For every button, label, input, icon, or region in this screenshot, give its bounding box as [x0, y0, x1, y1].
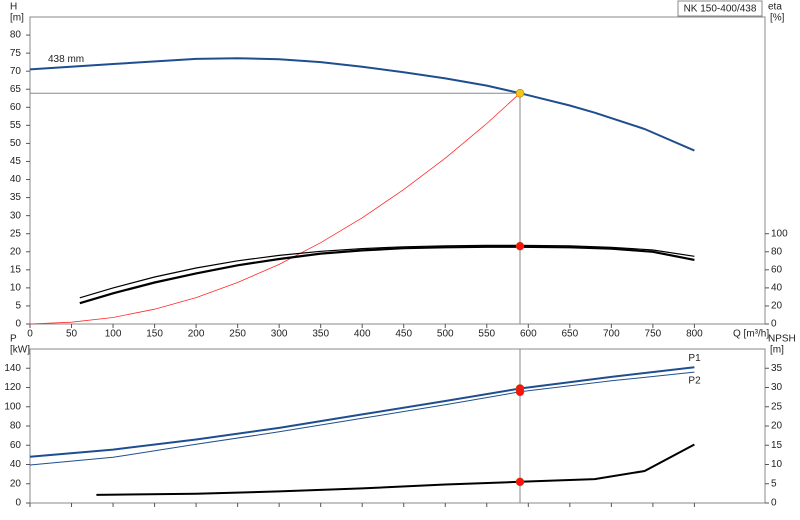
y2-tick-label: 10 — [771, 459, 783, 470]
y2-axis-unit: [m] — [770, 345, 784, 356]
operating-point — [515, 477, 525, 487]
y-tick-label: 20 — [10, 246, 22, 257]
x-tick-label: 100 — [105, 329, 122, 340]
y-tick-label: 50 — [10, 138, 22, 149]
y-axis-label: H — [10, 2, 17, 13]
x-tick-label: 400 — [354, 329, 371, 340]
x-tick-label: 150 — [146, 329, 163, 340]
x-tick-label: 350 — [312, 329, 329, 340]
curve — [96, 443, 695, 496]
y-tick-label: 5 — [15, 301, 21, 312]
y2-axis-label: eta — [768, 2, 782, 13]
y-tick-label: 75 — [10, 48, 22, 59]
x-tick-label: 750 — [645, 329, 662, 340]
plot-frame — [29, 16, 766, 325]
x-tick-label: 550 — [478, 329, 495, 340]
y-tick-label: 20 — [10, 478, 22, 489]
curve — [29, 366, 695, 458]
y-tick-label: 65 — [10, 84, 22, 95]
curve — [29, 92, 521, 325]
curve — [79, 245, 695, 305]
x-tick-label: 700 — [603, 329, 620, 340]
y-tick-label: 10 — [10, 283, 22, 294]
y2-tick-label: 20 — [771, 421, 783, 432]
y-tick-label: 60 — [10, 102, 22, 113]
curve — [29, 371, 695, 466]
x-tick-label: 250 — [229, 329, 246, 340]
y2-axis-unit: [%] — [770, 13, 785, 24]
y2-tick-label: 20 — [771, 301, 783, 312]
y-tick-label: 0 — [15, 319, 21, 330]
y-tick-label: 140 — [4, 363, 21, 374]
y-tick-label: 80 — [10, 421, 22, 432]
y-tick-label: 100 — [4, 401, 21, 412]
curve — [79, 244, 695, 299]
title-box — [677, 0, 763, 17]
y2-tick-label: 25 — [771, 401, 783, 412]
x-tick-label: 800 — [686, 329, 703, 340]
x-axis-label: Q [m³/h] — [733, 329, 769, 340]
y2-tick-label: 15 — [771, 440, 783, 451]
y2-tick-label: 5 — [771, 478, 777, 489]
y-tick-label: 80 — [10, 30, 22, 41]
y2-tick-label: 30 — [771, 382, 783, 393]
curve — [29, 57, 695, 152]
series-label: P1 — [688, 353, 701, 364]
y2-tick-label: 40 — [771, 283, 783, 294]
y-tick-label: 25 — [10, 228, 22, 239]
x-tick-label: 200 — [188, 329, 205, 340]
y-tick-label: 30 — [10, 210, 22, 221]
y2-tick-label: 60 — [771, 264, 783, 275]
series-label: 438 mm — [48, 54, 84, 65]
y-tick-label: 120 — [4, 382, 21, 393]
operating-point — [515, 88, 525, 98]
y-axis-unit: [kW] — [10, 345, 30, 356]
x-tick-label: 600 — [520, 329, 537, 340]
y-tick-label: 60 — [10, 440, 22, 451]
y2-axis-label: NPSH — [768, 334, 796, 345]
y-tick-label: 40 — [10, 459, 22, 470]
y2-tick-label: 100 — [771, 228, 788, 239]
y-tick-label: 55 — [10, 120, 22, 131]
y2-tick-label: 0 — [771, 319, 777, 330]
y2-tick-label: 0 — [771, 498, 777, 509]
x-tick-label: 300 — [271, 329, 288, 340]
operating-point — [515, 387, 525, 397]
y-tick-label: 15 — [10, 264, 22, 275]
y-tick-label: 35 — [10, 192, 22, 203]
y-tick-label: 40 — [10, 174, 22, 185]
series-label: P2 — [688, 376, 701, 387]
x-tick-label: 0 — [27, 329, 33, 340]
y-axis-unit: [m] — [10, 13, 24, 24]
chart-title: NK 150-400/438 — [684, 4, 757, 15]
y-tick-label: 0 — [15, 498, 21, 509]
y2-tick-label: 35 — [771, 363, 783, 374]
y-tick-label: 45 — [10, 156, 22, 167]
x-tick-label: 650 — [561, 329, 578, 340]
x-tick-label: 500 — [437, 329, 454, 340]
y-axis-label: P — [10, 334, 17, 345]
x-tick-label: 450 — [395, 329, 412, 340]
operating-point — [515, 241, 525, 251]
y-tick-label: 70 — [10, 66, 22, 77]
y2-tick-label: 80 — [771, 246, 783, 257]
x-tick-label: 50 — [66, 329, 78, 340]
